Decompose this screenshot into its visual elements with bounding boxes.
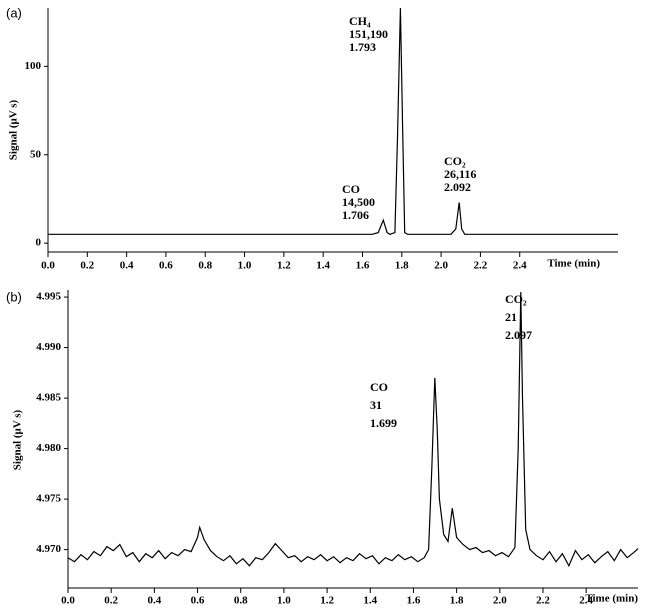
x-tick-label: 1.8 <box>450 595 464 607</box>
y-tick-label: 4.995 <box>36 291 61 303</box>
x-tick-label: 2.4 <box>579 595 593 607</box>
y-axis-label: Signal (μV s) <box>8 99 20 160</box>
x-tick-label: 0.4 <box>120 260 134 272</box>
x-axis-label: Time (min) <box>547 258 600 270</box>
y-tick-label: 4.990 <box>36 341 61 353</box>
x-tick-label: 2.0 <box>434 260 448 272</box>
panel-label: (b) <box>6 289 22 304</box>
y-axis-label: Signal (μV s) <box>12 409 24 470</box>
y-tick-label: 50 <box>30 148 42 160</box>
y-tick-label: 4.975 <box>36 493 61 505</box>
x-tick-label: 1.4 <box>363 595 377 607</box>
peak-annotation: 1.793 <box>349 40 376 54</box>
peak-annotation: CO <box>342 182 360 196</box>
x-tick-label: 1.4 <box>316 260 330 272</box>
peak-annotation: CH₄ <box>349 14 371 28</box>
x-tick-label: 0.8 <box>234 595 248 607</box>
x-tick-label: 1.6 <box>356 260 370 272</box>
x-tick-label: 0.8 <box>198 260 212 272</box>
x-tick-label: 1.0 <box>277 595 291 607</box>
peak-annotation: 1.706 <box>342 208 369 222</box>
x-tick-label: 0.2 <box>80 260 94 272</box>
x-tick-label: 1.6 <box>407 595 421 607</box>
y-tick-label: 4.970 <box>36 543 61 555</box>
peak-annotation: 2.092 <box>444 180 471 194</box>
peak-annotation: 21 <box>505 310 517 324</box>
peak-annotation: CO <box>370 380 388 394</box>
peak-annotation: CO₂ <box>505 292 527 306</box>
peak-annotation: 26,116 <box>444 167 476 181</box>
x-tick-label: 0.0 <box>61 595 75 607</box>
x-tick-label: 0.2 <box>104 595 118 607</box>
peak-annotation: 151,190 <box>349 27 388 41</box>
x-tick-label: 0.4 <box>147 595 161 607</box>
signal-line <box>48 7 618 235</box>
y-tick-label: 0 <box>36 237 42 249</box>
y-tick-label: 100 <box>25 60 42 72</box>
panel-label: (a) <box>6 5 22 20</box>
peak-annotation: 31 <box>370 398 382 412</box>
x-tick-label: 1.8 <box>395 260 409 272</box>
x-tick-label: 2.2 <box>536 595 550 607</box>
x-axis-label: Time (min) <box>585 593 638 605</box>
x-tick-label: 2.2 <box>474 260 488 272</box>
x-tick-label: 0.0 <box>41 260 55 272</box>
x-tick-label: 2.4 <box>513 260 527 272</box>
y-tick-label: 4.980 <box>36 442 61 454</box>
y-tick-label: 4.985 <box>36 392 61 404</box>
peak-annotation: 1.699 <box>370 416 397 430</box>
x-tick-label: 0.6 <box>191 595 205 607</box>
x-tick-label: 1.0 <box>238 260 252 272</box>
x-tick-label: 1.2 <box>320 595 334 607</box>
peak-annotation: CO₂ <box>444 154 466 168</box>
peak-annotation: 2.097 <box>505 328 532 342</box>
x-tick-label: 0.6 <box>159 260 173 272</box>
x-tick-label: 1.2 <box>277 260 291 272</box>
peak-annotation: 14,500 <box>342 195 375 209</box>
signal-line <box>67 291 639 568</box>
x-tick-label: 2.0 <box>493 595 507 607</box>
